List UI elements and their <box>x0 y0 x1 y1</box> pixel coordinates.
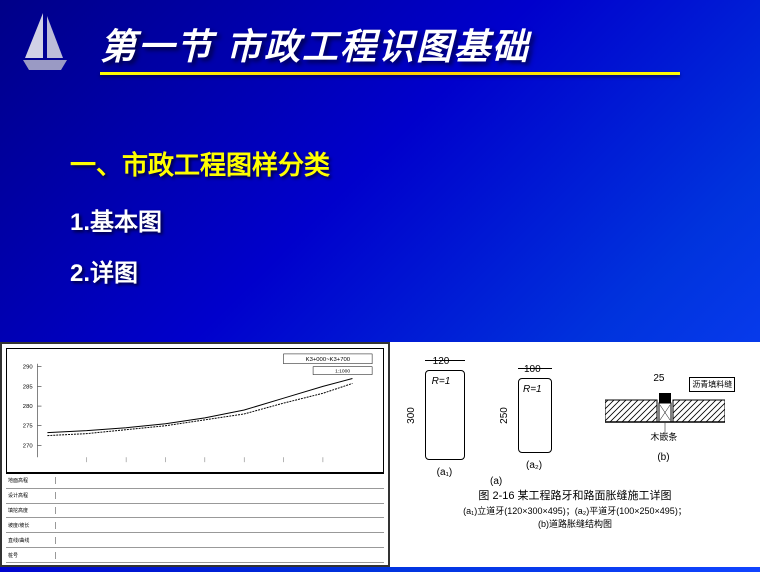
ylabel-1: 285 <box>23 384 34 390</box>
caption-sub2: (b)道路胀缝结构图 <box>398 518 752 532</box>
curb-a1: R=1 <box>425 370 465 460</box>
caption-main: 图 2-16 某工程路牙和路面胀缝施工详图 <box>398 488 752 505</box>
title-underline <box>100 72 680 75</box>
sub-a1: (a₁) <box>437 467 453 478</box>
figure-left-profile: 290 285 280 275 270 K3+000~K3+700 1:1000 <box>0 342 390 567</box>
ylabel-0: 290 <box>23 365 34 371</box>
caption-sub1: (a₁)立道牙(120×300×495)；(a₂)平道牙(100×250×495… <box>398 505 752 519</box>
figures-container: 290 285 280 275 270 K3+000~K3+700 1:1000 <box>0 342 760 572</box>
sub-b: (b) <box>657 452 669 463</box>
joint-section: 25 沥青填料缝 <box>605 385 725 445</box>
row-label-0: 地面高程 <box>6 477 56 484</box>
dim-a2-w: 100 <box>524 364 541 375</box>
curb-a2: R=1 <box>518 378 552 453</box>
wood-label: 木嵌条 <box>650 430 677 443</box>
scale-box: 1:1000 <box>335 369 350 375</box>
figure-right-detail: 120 R=1 300 (a₁) 100 R=1 250 (a₂) (a) <box>390 342 760 567</box>
section-a-label: (a) <box>490 476 502 487</box>
ylabel-2: 280 <box>23 404 34 410</box>
list-item-1: 1.基本图 <box>70 202 330 237</box>
row-label-3: 坡度/坡长 <box>6 522 56 529</box>
section-heading: 一、市政工程图样分类 <box>70 145 330 182</box>
row-label-5: 桩号 <box>6 552 56 559</box>
list-item-2: 2.详图 <box>70 253 330 288</box>
title-box: K3+000~K3+700 <box>306 357 351 363</box>
ylabel-3: 275 <box>23 424 34 430</box>
dim-a2-h: 250 <box>499 407 510 424</box>
sailboat-icon <box>15 8 75 78</box>
row-label-1: 设计高程 <box>6 492 56 499</box>
sub-a2: (a₂) <box>526 460 542 471</box>
slide-title: 第一节 市政工程识图基础 <box>100 18 700 70</box>
design-profile <box>47 379 352 433</box>
figure-caption: 图 2-16 某工程路牙和路面胀缝施工详图 (a₁)立道牙(120×300×49… <box>398 488 752 532</box>
filler-label: 沥青填料缝 <box>689 377 735 392</box>
content-area: 一、市政工程图样分类 1.基本图 2.详图 <box>70 145 330 304</box>
row-label-2: 填挖高度 <box>6 507 56 514</box>
profile-data-table: 地面高程 设计高程 填挖高度 坡度/坡长 直线/曲线 桩号 <box>6 473 384 563</box>
dim-25: 25 <box>653 373 664 384</box>
dim-a1-h: 300 <box>406 407 417 424</box>
ylabel-4: 270 <box>23 443 34 449</box>
profile-chart: 290 285 280 275 270 K3+000~K3+700 1:1000 <box>6 348 384 473</box>
curb-diagram: 120 R=1 300 (a₁) 100 R=1 250 (a₂) (a) <box>398 350 752 480</box>
row-label-4: 直线/曲线 <box>6 537 56 544</box>
dim-a1-w: 120 <box>433 356 450 367</box>
